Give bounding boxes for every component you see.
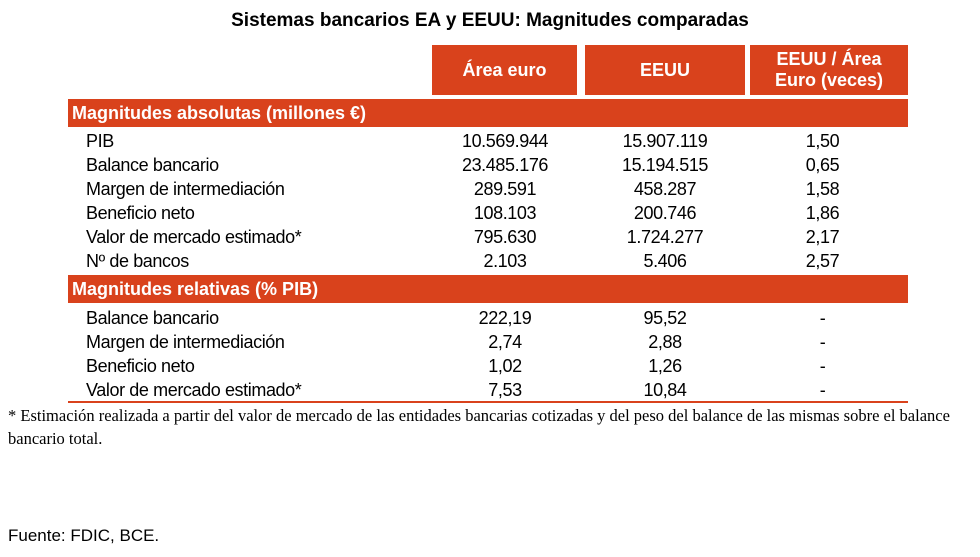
footnote: * Estimación realizada a partir del valo… (8, 406, 950, 448)
table-row: Nº de bancos 2.103 5.406 2,57 (0, 249, 980, 273)
cell-eeuu: 458.287 (633, 179, 697, 199)
table-row: Margen de intermediación 289.591 458.287… (0, 177, 980, 201)
row-label: Balance bancario (86, 155, 219, 175)
cell-area-euro: 2.103 (483, 251, 527, 271)
cell-area-euro: 23.485.176 (461, 155, 549, 175)
cell-ratio: - (819, 332, 826, 352)
cell-eeuu: 1,26 (648, 356, 682, 376)
row-label: Valor de mercado estimado* (86, 380, 302, 400)
table-row: Balance bancario 222,19 95,52 - (0, 306, 980, 330)
cell-area-euro: 795.630 (473, 227, 537, 247)
cell-ratio: 1,50 (805, 131, 840, 151)
cell-eeuu: 5.406 (643, 251, 687, 271)
table-row: Balance bancario 23.485.176 15.194.515 0… (0, 153, 980, 177)
source-line: Fuente: FDIC, BCE. (8, 526, 160, 545)
cell-area-euro: 10.569.944 (461, 131, 549, 151)
cell-area-euro: 2,74 (488, 332, 522, 352)
column-header-ratio-line1: EEUU / Área (776, 49, 882, 69)
row-label: Margen de intermediación (86, 179, 285, 199)
row-label: Balance bancario (86, 308, 219, 328)
cell-ratio: 2,57 (805, 251, 840, 271)
cell-area-euro: 7,53 (488, 380, 522, 400)
table-row: Beneficio neto 108.103 200.746 1,86 (0, 201, 980, 225)
section-header-absolute: Magnitudes absolutas (millones €) (68, 99, 908, 127)
table-row: Margen de intermediación 2,74 2,88 - (0, 330, 980, 354)
cell-ratio: 0,65 (805, 155, 840, 175)
table-row: Beneficio neto 1,02 1,26 - (0, 354, 980, 378)
table-row: PIB 10.569.944 15.907.119 1,50 (0, 129, 980, 153)
cell-eeuu: 10,84 (643, 380, 687, 400)
cell-eeuu: 15.907.119 (622, 131, 708, 151)
cell-ratio: - (819, 380, 826, 400)
table-row: Valor de mercado estimado* 795.630 1.724… (0, 225, 980, 249)
cell-area-euro: 289.591 (473, 179, 537, 199)
cell-eeuu: 95,52 (643, 308, 687, 328)
row-label: Valor de mercado estimado* (86, 227, 302, 247)
cell-eeuu: 1.724.277 (626, 227, 704, 247)
table-bottom-rule (68, 401, 908, 403)
column-header-area-euro: Área euro (432, 45, 577, 95)
cell-eeuu: 2,88 (648, 332, 682, 352)
row-label: Beneficio neto (86, 356, 195, 376)
row-label: Margen de intermediación (86, 332, 285, 352)
row-label: Nº de bancos (86, 251, 189, 271)
table-row: Valor de mercado estimado* 7,53 10,84 - (0, 378, 980, 402)
cell-area-euro: 108.103 (473, 203, 537, 223)
cell-ratio: 1,58 (805, 179, 840, 199)
table-title: Sistemas bancarios EA y EEUU: Magnitudes… (231, 10, 749, 31)
cell-eeuu: 200.746 (633, 203, 697, 223)
row-label: Beneficio neto (86, 203, 195, 223)
column-header-eeuu: EEUU (585, 45, 745, 95)
column-header-ratio-line2: Euro (veces) (774, 70, 884, 90)
row-label: PIB (86, 131, 114, 151)
cell-area-euro: 222,19 (478, 308, 532, 328)
cell-ratio: - (819, 308, 826, 328)
cell-ratio: 1,86 (805, 203, 840, 223)
cell-ratio: - (819, 356, 826, 376)
cell-area-euro: 1,02 (488, 356, 522, 376)
column-header-ratio: EEUU / Área Euro (veces) (750, 45, 908, 95)
cell-eeuu: 15.194.515 (621, 155, 709, 175)
cell-ratio: 2,17 (805, 227, 840, 247)
section-header-relative: Magnitudes relativas (% PIB) (68, 275, 908, 303)
